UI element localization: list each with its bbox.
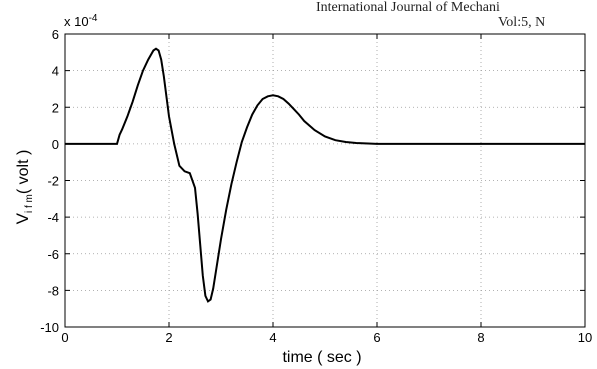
y-axis-label: Vi f m( volt ) — [13, 150, 35, 225]
x-tick-label: 4 — [269, 330, 276, 345]
y-axis-label-subscript: i f m — [24, 194, 35, 213]
y-multiplier: x 10-4 — [64, 13, 98, 29]
x-tick-label: 8 — [477, 330, 484, 345]
y-tick-label: -8 — [47, 283, 59, 298]
y-tick-label: 4 — [52, 64, 59, 79]
y-multiplier-exponent: -4 — [89, 13, 98, 24]
x-tick-label: 2 — [165, 330, 172, 345]
y-axis-label-main: V — [13, 212, 32, 224]
y-tick-label: -4 — [47, 210, 59, 225]
y-tick-label: 2 — [52, 100, 59, 115]
y-tick-label: -2 — [47, 174, 59, 189]
y-tick-label: -6 — [47, 247, 59, 262]
x-axis-ticks: 0 2 4 6 8 10 — [61, 34, 592, 345]
series-line — [65, 47, 585, 303]
x-axis-label: time ( sec ) — [282, 349, 361, 366]
y-tick-label: 6 — [52, 27, 59, 42]
y-tick-label: -10 — [40, 320, 59, 335]
journal-header-volume: Vol:5, N — [498, 15, 546, 30]
x-tick-label: 6 — [373, 330, 380, 345]
chart-grid — [65, 34, 585, 327]
x-tick-label: 0 — [61, 330, 68, 345]
y-axis-label-unit: ( volt ) — [15, 150, 32, 194]
journal-header-title: International Journal of Mechani — [316, 0, 500, 15]
y-tick-label: 0 — [52, 137, 59, 152]
y-axis-ticks: 6 4 2 0 -2 -4 -6 -8 -10 — [40, 27, 585, 335]
x-tick-label: 10 — [578, 330, 592, 345]
